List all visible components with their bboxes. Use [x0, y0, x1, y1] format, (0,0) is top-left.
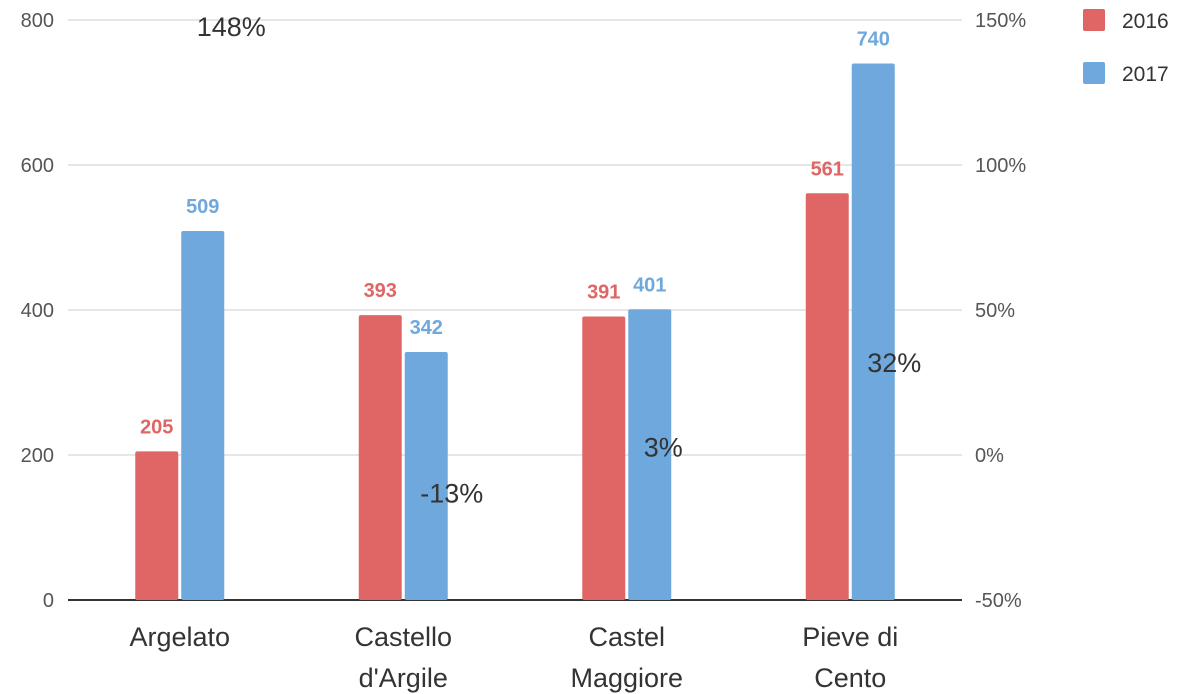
- percent-change-label: 3%: [644, 432, 683, 462]
- percent-change-label: -13%: [420, 479, 483, 509]
- bar-2017: [404, 352, 448, 600]
- category-labels: Argelato Castello d'Argile Castel Maggiore Pi…: [129, 622, 898, 693]
- left-tick-label: 0: [43, 590, 54, 612]
- bar-value-label-2017: 509: [186, 196, 219, 218]
- bar-value-label-2016: 393: [364, 280, 397, 302]
- bar-2016: [582, 316, 626, 600]
- right-axis-ticks: -50% 0% 50% 100% 150%: [975, 10, 1026, 612]
- legend-swatch-2016: [1083, 9, 1105, 31]
- bar-value-label-2017: 342: [410, 317, 443, 339]
- bar-2017: [181, 230, 225, 600]
- right-tick-label: 100%: [975, 155, 1026, 177]
- right-tick-label: 150%: [975, 10, 1026, 32]
- bars: [135, 63, 895, 600]
- bar-2016: [358, 315, 402, 600]
- category-label: d'Argile: [359, 663, 448, 693]
- category-label: Castel: [588, 622, 665, 652]
- category-label: Pieve di: [802, 622, 898, 652]
- bar-2017: [851, 63, 895, 600]
- bar-value-label-2017: 401: [633, 274, 666, 296]
- bar-value-label-2016: 561: [811, 158, 844, 180]
- bar-value-label-2016: 391: [587, 282, 620, 304]
- legend-label-2017: 2017: [1122, 63, 1169, 86]
- bar-2016: [805, 193, 849, 600]
- percent-change-label: 32%: [867, 348, 921, 378]
- legend-swatch-2017: [1083, 62, 1105, 84]
- left-axis-ticks: 0 200 400 600 800: [21, 10, 54, 612]
- category-label: Argelato: [129, 622, 230, 652]
- right-tick-label: 0%: [975, 445, 1004, 467]
- bar-data-labels: 205 509 393 342 391 401 561 740: [140, 29, 890, 439]
- bar-value-label-2016: 205: [140, 416, 173, 438]
- percent-change-label: 148%: [197, 12, 266, 42]
- left-tick-label: 600: [21, 155, 54, 177]
- category-label: Castello: [354, 622, 452, 652]
- left-tick-label: 400: [21, 300, 54, 322]
- right-tick-label: -50%: [975, 590, 1022, 612]
- category-label: Maggiore: [570, 663, 683, 693]
- bar-value-label-2017: 740: [857, 29, 890, 51]
- legend-label-2016: 2016: [1122, 10, 1169, 33]
- percent-change-labels: 148% -13% 3% 32%: [197, 12, 922, 509]
- legend: 2016 2017: [1083, 9, 1169, 86]
- category-label: Cento: [814, 663, 886, 693]
- left-tick-label: 800: [21, 10, 54, 32]
- bar-2016: [135, 451, 179, 600]
- right-tick-label: 50%: [975, 300, 1015, 322]
- left-tick-label: 200: [21, 445, 54, 467]
- bar-2017: [628, 309, 672, 600]
